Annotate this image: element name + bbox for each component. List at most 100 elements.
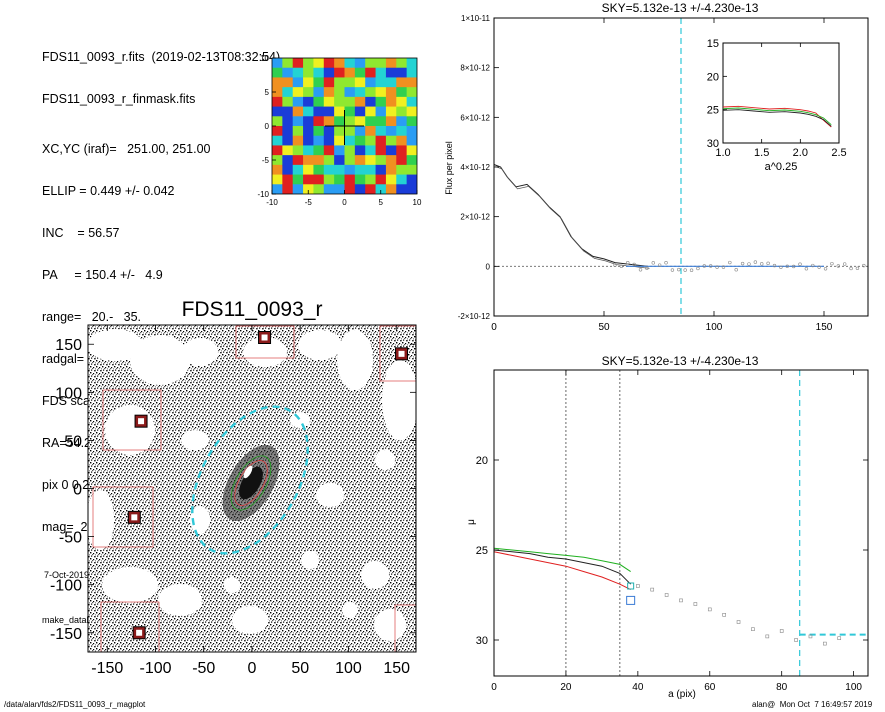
heatmap-cell xyxy=(406,67,417,78)
galaxy-xtick: 150 xyxy=(383,660,410,677)
galaxy-core xyxy=(239,466,263,500)
heatmap-cell xyxy=(334,77,345,88)
heatmap-cell xyxy=(272,145,283,156)
sb-series-line xyxy=(493,547,631,573)
heatmap-cell xyxy=(272,77,283,88)
heatmap-cell xyxy=(272,106,283,117)
heatmap-cell xyxy=(396,155,408,166)
residual-heatmap: -10 -5 0 5 10 10 5 0 -5 -10 xyxy=(257,54,422,207)
heatmap-cell xyxy=(334,155,345,166)
flux-title: SKY=5.132e-13 +/-4.230e-13 xyxy=(602,1,759,15)
heatmap-cell xyxy=(396,106,408,117)
inset-ytick: 15 xyxy=(707,38,719,50)
heatmap-cell xyxy=(282,106,294,117)
heatmap-cell xyxy=(313,145,325,156)
heatmap-xtick: 0 xyxy=(342,198,347,207)
heatmap-cell xyxy=(313,116,325,127)
inset-xlabel: a^0.25 xyxy=(765,161,798,173)
heatmap-cell xyxy=(375,106,387,117)
heatmap-cell xyxy=(365,126,377,137)
flux-point xyxy=(823,267,828,271)
flux-point xyxy=(613,263,617,267)
heatmap-cell xyxy=(313,106,325,117)
flux-point xyxy=(715,265,719,269)
heatmap-cell xyxy=(375,96,387,108)
flux-point xyxy=(696,266,700,271)
flux-point xyxy=(798,262,802,266)
flux-series-line xyxy=(493,164,649,267)
heatmap-cell xyxy=(323,174,335,185)
heatmap-ytick: 10 xyxy=(260,54,269,63)
galaxy-ytick: 150 xyxy=(55,337,82,354)
heatmap-cell xyxy=(354,77,366,88)
sb-ytick: 25 xyxy=(476,545,488,557)
flux-ytick: 6×10-12 xyxy=(460,113,490,122)
heatmap-cell xyxy=(292,145,304,156)
heatmap-cell xyxy=(385,164,397,176)
heatmap-cell xyxy=(292,58,304,69)
flux-point xyxy=(791,264,796,269)
info-line: range= 20.- 35. xyxy=(42,310,142,324)
sb-outer-point xyxy=(736,620,741,624)
heatmap-cell xyxy=(282,77,294,88)
heatmap-cell xyxy=(365,67,377,78)
heatmap-cell xyxy=(334,174,345,185)
sb-marker xyxy=(627,582,635,590)
heatmap-cell xyxy=(385,155,397,166)
sb-marker xyxy=(626,595,636,605)
sky-ellipse xyxy=(191,405,309,555)
heatmap-cell xyxy=(323,106,335,117)
surface-brightness-plot: SKY=5.132e-13 +/-4.230e-13 μ a (pix) 0 20… xyxy=(466,354,869,700)
heatmap-cell xyxy=(313,164,325,176)
heatmap-cell xyxy=(323,164,335,176)
heatmap-cell xyxy=(354,184,366,194)
heatmap-cell xyxy=(303,96,314,108)
heatmap-cell xyxy=(303,145,314,156)
inset-ytick: 30 xyxy=(707,138,719,150)
heatmap-cell xyxy=(365,155,377,166)
heatmap-cell xyxy=(385,126,397,137)
heatmap-cell xyxy=(354,164,366,176)
sb-outer-point xyxy=(722,612,726,617)
heatmap-cell xyxy=(303,164,314,176)
info-line: PA = 150.4 +/- 4.9 xyxy=(42,268,163,282)
heatmap-cell xyxy=(334,58,345,69)
heatmap-cell xyxy=(396,164,408,176)
masked-star-core xyxy=(136,629,143,636)
heatmap-cell xyxy=(334,67,345,78)
heatmap-cell xyxy=(282,174,294,185)
heatmap-cell xyxy=(292,67,304,78)
galaxy-xtick: -50 xyxy=(192,660,215,677)
heatmap-cell xyxy=(375,126,387,137)
heatmap-cell xyxy=(375,135,387,146)
heatmap-cell xyxy=(365,135,377,146)
heatmap-cell xyxy=(323,145,335,156)
heatmap-cell xyxy=(344,106,356,117)
inset-plot: 1.0 1.5 2.0 2.5 15 20 25 30 a^0.25 xyxy=(707,38,847,173)
heatmap-cell xyxy=(375,145,387,156)
inset-frame xyxy=(722,42,840,144)
heatmap-cell xyxy=(344,87,356,98)
heatmap-cell xyxy=(292,87,304,98)
flux-xtick: 0 xyxy=(491,322,497,333)
flux-point xyxy=(830,261,834,266)
heatmap-cell xyxy=(354,116,366,127)
flux-ytick: 0 xyxy=(486,262,491,271)
heatmap-cell xyxy=(375,116,387,127)
flux-point xyxy=(728,260,732,265)
flux-point xyxy=(779,265,783,270)
inset-xtick: 2.5 xyxy=(831,147,846,159)
flux-point xyxy=(734,268,738,272)
heatmap-cell xyxy=(303,155,314,166)
heatmap-cell xyxy=(323,155,335,166)
heatmap-cell xyxy=(406,174,417,185)
heatmap-cell xyxy=(406,96,417,108)
sb-series-line xyxy=(493,551,631,591)
flux-point xyxy=(817,265,821,269)
inset-xtick: 1.0 xyxy=(715,147,730,159)
sb-title: SKY=5.132e-13 +/-4.230e-13 xyxy=(602,354,759,368)
heatmap-cell xyxy=(385,106,397,117)
heatmap-cell xyxy=(354,96,366,108)
heatmap-cell xyxy=(365,106,377,117)
flux-point xyxy=(766,261,770,266)
